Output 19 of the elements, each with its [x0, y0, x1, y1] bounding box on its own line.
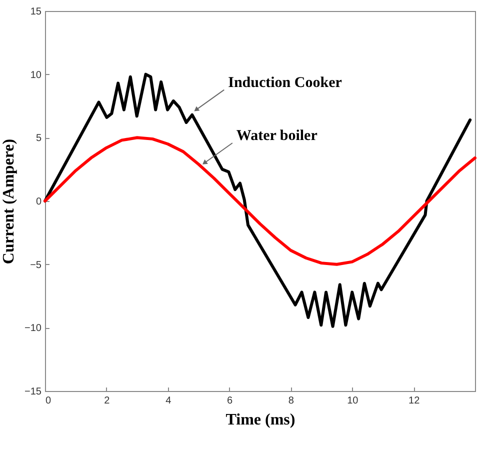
y-tick-label: −5 — [30, 260, 42, 271]
x-tick-label: 0 — [46, 396, 52, 406]
y-tick-label: 10 — [30, 70, 42, 81]
x-axis-title: Time (ms) — [226, 412, 296, 428]
y-tick-label: −15 — [24, 386, 42, 398]
x-tick-label: 6 — [227, 396, 234, 406]
y-tick-label: 15 — [30, 6, 42, 18]
x-tick-label: 2 — [104, 396, 110, 406]
x-tick-label: 8 — [288, 396, 294, 406]
y-tick-label: 5 — [36, 133, 42, 144]
x-tick-label: 12 — [408, 396, 420, 406]
line-series — [44, 72, 472, 328]
x-tick-label: 4 — [166, 396, 172, 406]
annotation: Induction Cooker — [228, 74, 342, 91]
x-tick-label: 10 — [347, 396, 359, 406]
annotation: Water boiler — [236, 128, 318, 144]
y-tick-label: 0 — [36, 196, 42, 208]
y-axis-title: Current (Ampere) — [0, 138, 18, 264]
y-tick-label: −10 — [24, 323, 42, 334]
